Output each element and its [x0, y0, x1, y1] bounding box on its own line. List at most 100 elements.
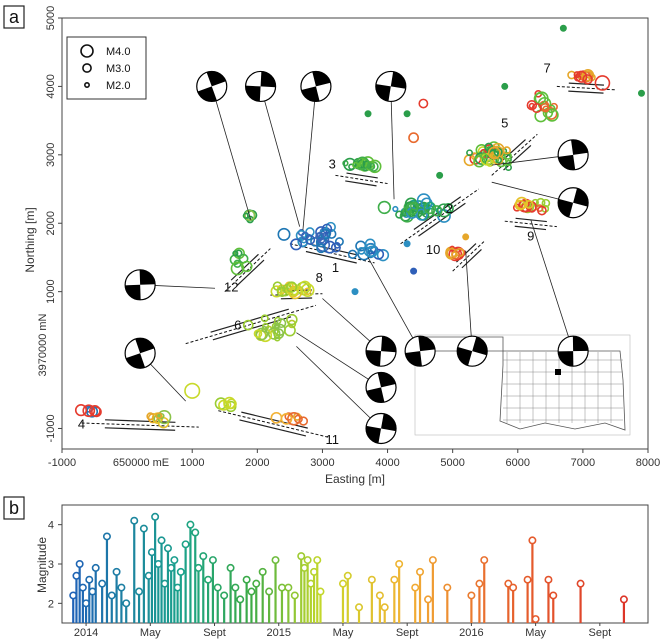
magnitude-point	[176, 567, 185, 576]
fault-trace	[81, 422, 199, 428]
slip-arrow	[104, 427, 176, 431]
magnitude-point	[181, 540, 190, 549]
earthquake-marker	[330, 242, 341, 253]
beachball-quadrant	[245, 85, 261, 102]
earthquake-marker	[223, 396, 236, 410]
earthquake-marker	[82, 404, 96, 418]
earthquake-marker	[347, 249, 358, 260]
earthquake-marker	[315, 231, 325, 242]
fault-number-label: 7	[543, 61, 550, 76]
magnitude-point	[157, 536, 166, 545]
panel-b-letter: b	[9, 498, 19, 518]
earthquake-marker	[524, 200, 534, 209]
map-axes: -1000 1000 2000 3000 4000 5000 6000 7000 8000 -10…	[45, 6, 660, 469]
time-tick-label: 2016	[459, 627, 483, 639]
magnitude-point	[151, 512, 160, 521]
magnitude-point	[411, 583, 420, 592]
earthquake-marker	[184, 382, 201, 399]
earthquake-marker	[316, 243, 326, 254]
beachball-quadrant	[571, 139, 588, 155]
earthquake-marker	[253, 329, 263, 338]
fault-number-label: 5	[501, 115, 508, 130]
earthquake-marker	[395, 210, 404, 219]
earthquake-marker	[323, 240, 337, 254]
magnitude-point	[107, 591, 116, 600]
panel-a: a -1000 1000 2000 3000 4000 5000 6000 7000 8000-…	[3, 5, 660, 486]
earthquake-marker	[502, 146, 511, 155]
slip-arrow	[345, 180, 377, 187]
earthquake-marker	[74, 404, 88, 417]
magnitude-point	[186, 520, 195, 529]
focal-mechanism-beachball	[124, 337, 156, 369]
earthquake-marker	[241, 260, 253, 273]
fault-trace	[224, 248, 271, 293]
earthquake-marker	[321, 223, 333, 234]
beachball-quadrant	[457, 347, 473, 366]
earthquake-marker	[301, 231, 310, 240]
earthquake-marker	[155, 412, 163, 420]
x-tick-label: 2000	[245, 457, 269, 469]
slip-arrow	[236, 259, 265, 287]
y-tick-label: 1000	[45, 279, 57, 303]
earthquake-marker	[298, 280, 312, 293]
earthquake-marker	[487, 146, 501, 160]
time-tick-label: May	[140, 627, 161, 639]
slip-arrow	[568, 90, 604, 94]
x-tick-label: 6000	[506, 457, 530, 469]
fault-number-label: 8	[316, 270, 323, 285]
earthquake-marker	[242, 319, 254, 331]
focal-mechanism-beachball	[244, 70, 277, 103]
earthquake-marker	[146, 412, 155, 421]
beachball-quadrant	[573, 188, 589, 207]
fault-number-label: 10	[426, 242, 440, 257]
focal-mechanism-beachball	[365, 371, 397, 404]
beachball-quadrant	[558, 198, 574, 218]
earthquake-marker	[410, 267, 418, 275]
beachball-quadrant	[405, 351, 422, 367]
time-tick-label: 2014	[74, 627, 98, 639]
time-tick-label: Sept	[396, 627, 419, 639]
magnitude-point	[416, 567, 425, 576]
earthquake-marker	[403, 110, 411, 118]
time-tick-label: May	[525, 627, 546, 639]
earthquake-marker	[545, 108, 559, 122]
beachball-quadrant	[381, 336, 397, 353]
earthquake-marker	[501, 82, 509, 90]
x-tick-label: 4000	[375, 457, 399, 469]
panel-b-label-box	[3, 496, 25, 520]
focal-leader-line	[296, 332, 382, 388]
beachball-quadrant	[366, 350, 382, 367]
earthquake-marker	[405, 202, 419, 216]
magnitude-point	[98, 579, 107, 588]
earthquake-marker	[451, 251, 458, 258]
mag-tick-label: 3	[48, 559, 54, 571]
time-tick-label: May	[333, 627, 354, 639]
magnitude-point	[247, 587, 256, 596]
focal-leader-line	[302, 86, 317, 231]
beachball-quadrant	[312, 71, 331, 87]
fault-trace	[400, 188, 479, 245]
earthquake-marker	[272, 328, 279, 335]
magnitude-point	[258, 567, 267, 576]
magnitude-point	[265, 587, 274, 596]
magnitude-point	[163, 544, 172, 553]
panel-b: b 2 3 4 2014 May Sept 2015 May Sept 2016 May Sept M…	[3, 496, 649, 639]
y-tick-label: -1000	[45, 414, 57, 442]
beachball-quadrant	[301, 86, 320, 102]
mag-tick-label: 4	[48, 520, 54, 532]
northing-origin-label: 3970000 mN	[37, 313, 49, 376]
magnitude-point	[303, 556, 312, 565]
earthquake-marker	[260, 314, 269, 323]
earthquake-marker	[351, 288, 359, 296]
focal-mechanism-beachball	[404, 335, 436, 367]
earthquake-marker	[280, 412, 293, 425]
fault-trace	[335, 174, 388, 185]
fault-trace	[218, 410, 330, 438]
fault-number-label: 3	[329, 157, 336, 172]
oklahoma-outline	[416, 336, 626, 431]
earthquake-marker	[408, 132, 420, 144]
earthquake-marker	[218, 399, 230, 411]
magnitude-point	[523, 575, 532, 584]
fault-trace	[452, 239, 486, 272]
magnitude-point	[290, 591, 299, 600]
